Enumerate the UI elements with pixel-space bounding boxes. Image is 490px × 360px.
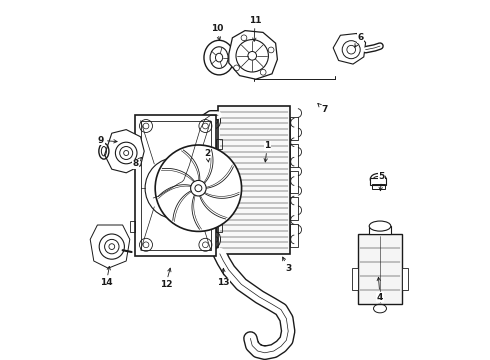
Text: 1: 1 (264, 141, 270, 162)
Text: 10: 10 (211, 24, 223, 40)
Bar (135, 115, 216, 256)
Polygon shape (104, 130, 144, 173)
Circle shape (99, 234, 124, 259)
Text: 5: 5 (379, 172, 385, 191)
Polygon shape (90, 225, 130, 268)
Circle shape (155, 145, 242, 231)
Bar (290, 144, 298, 167)
Bar (218, 106, 290, 254)
Bar (352, 268, 358, 290)
Text: 6: 6 (355, 33, 363, 47)
Text: 7: 7 (318, 103, 327, 114)
Text: 9: 9 (98, 136, 117, 145)
Bar (141, 121, 211, 250)
Circle shape (145, 158, 206, 219)
Bar (369, 226, 391, 234)
Text: 3: 3 (283, 257, 292, 273)
Bar (358, 234, 402, 304)
Text: 14: 14 (100, 266, 113, 287)
Bar (290, 117, 298, 140)
Polygon shape (333, 33, 366, 64)
Bar (130, 139, 135, 149)
Bar (130, 221, 135, 232)
Text: 11: 11 (249, 16, 261, 41)
Bar (372, 184, 385, 189)
Text: 4: 4 (377, 277, 383, 302)
Bar (290, 171, 298, 193)
Bar (216, 139, 221, 149)
Ellipse shape (370, 174, 386, 185)
Bar (370, 178, 386, 185)
Circle shape (236, 40, 269, 72)
Text: 8: 8 (132, 157, 142, 168)
Polygon shape (229, 31, 277, 79)
Bar (216, 221, 221, 232)
Bar (290, 197, 298, 220)
Text: 12: 12 (160, 268, 172, 289)
Bar (290, 224, 298, 247)
Text: 2: 2 (204, 149, 210, 162)
Text: 13: 13 (217, 268, 230, 287)
Circle shape (342, 41, 360, 59)
Ellipse shape (204, 40, 234, 75)
Ellipse shape (369, 221, 391, 231)
Bar (402, 268, 408, 290)
Circle shape (116, 142, 137, 164)
